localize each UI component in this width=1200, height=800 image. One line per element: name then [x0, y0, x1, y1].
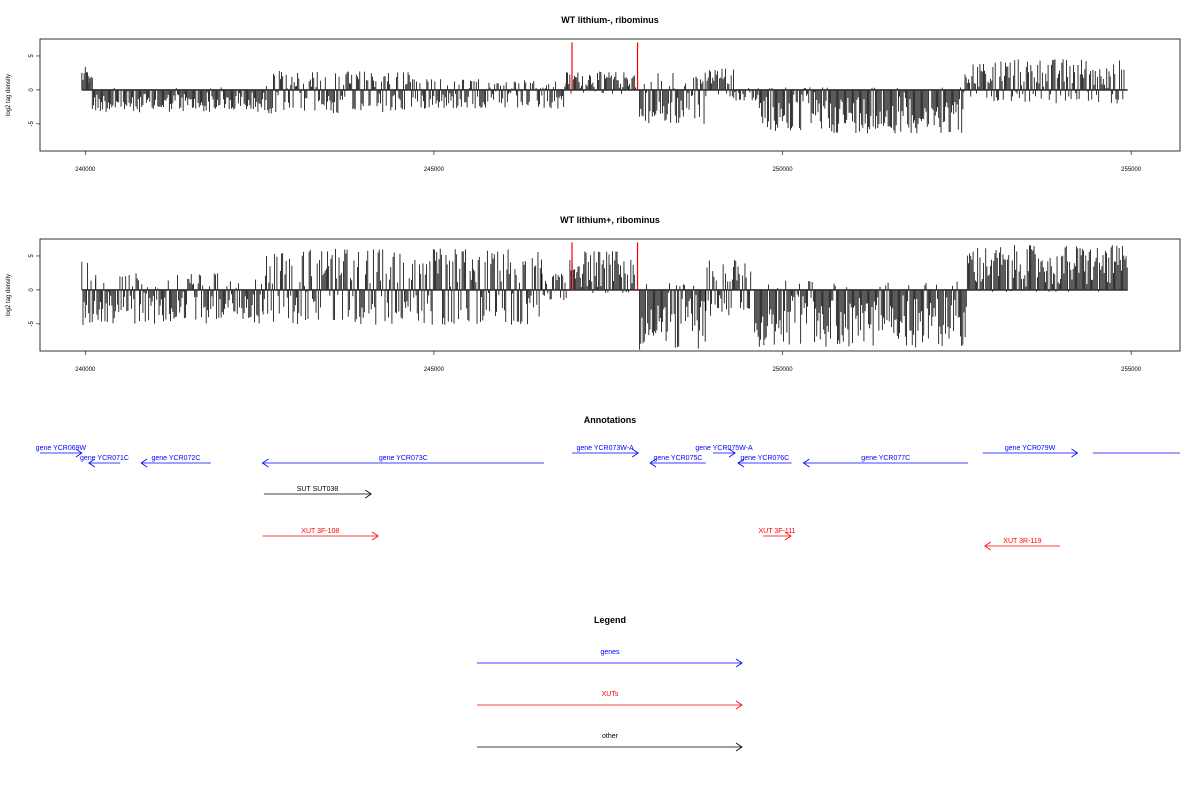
feature-label: SUT SUT038 — [297, 486, 339, 493]
y-axis-label: log2 tag density — [6, 74, 12, 116]
red-markers — [571, 242, 639, 290]
plot-frame — [39, 38, 1181, 152]
arrowhead — [735, 742, 743, 752]
arrowhead — [735, 700, 743, 710]
x-axis: 240000 245000 250000 255000 — [75, 151, 1142, 173]
x-tick-label: 240000 — [75, 167, 96, 173]
y-tick-label: -5 — [29, 321, 35, 327]
annotation-feature: gene YCR069W — [36, 445, 87, 458]
arrowhead — [802, 458, 810, 468]
arrowhead — [784, 531, 792, 541]
y-tick-label: 0 — [29, 88, 35, 92]
annotation-feature: gene YCR075W-A — [695, 445, 753, 458]
legend-items: genes XUTs other — [477, 649, 743, 752]
x-tick-label: 250000 — [773, 367, 794, 373]
arrowhead — [735, 658, 743, 668]
legend: Legend genes XUTs other — [477, 615, 743, 752]
feature-label: gene YCR076C — [740, 455, 789, 462]
arrowhead — [88, 458, 96, 468]
legend-title: Legend — [594, 615, 626, 625]
arrowhead — [364, 489, 372, 499]
y-tick-label: -5 — [29, 121, 35, 127]
plot-frame — [39, 238, 1181, 352]
annotation-feature: XUT 3F-108 — [262, 528, 379, 541]
annotation-feature: XUT 3F-111 — [759, 528, 796, 541]
arrowhead — [649, 458, 657, 468]
annotation-feature: gene YCR075C — [649, 455, 706, 468]
y-tick-label: 5 — [29, 254, 35, 258]
y-axis-label: log2 tag density — [6, 274, 12, 316]
y-tick-label: 0 — [29, 288, 35, 292]
feature-label: XUT 3F-108 — [301, 528, 339, 535]
annotation-feature: gene YCR076C — [737, 455, 792, 468]
feature-label: gene YCR077C — [861, 455, 910, 462]
arrowhead — [632, 448, 639, 458]
feature-label: gene YCR075C — [654, 455, 703, 462]
annotation-feature: SUT SUT038 — [263, 486, 372, 499]
x-tick-label: 250000 — [773, 167, 794, 173]
feature-label: XUT 3F-111 — [759, 528, 796, 535]
annotation-feature: gene YCR079W — [982, 445, 1079, 458]
legend-item: genes — [477, 649, 743, 668]
feature-label: gene YCR073W-A — [576, 445, 634, 452]
arrowhead — [728, 448, 736, 458]
annotation-feature: gene YCR077C — [802, 455, 969, 468]
arrowhead — [737, 458, 745, 468]
y-axis: -5 0 5 — [29, 254, 40, 327]
x-tick-label: 255000 — [1121, 167, 1142, 173]
arrowhead — [261, 458, 269, 468]
x-tick-label: 245000 — [424, 367, 445, 373]
annotation-features: gene YCR069W gene YCR071C gene YCR072C gene… — [36, 445, 1180, 551]
feature-label: gene YCR072C — [152, 455, 201, 462]
coverage-bars — [81, 245, 1128, 350]
legend-label: genes — [600, 649, 620, 656]
annotation-feature: gene YCR071C — [80, 455, 129, 468]
feature-label: XUT 3R-119 — [1003, 538, 1041, 545]
red-markers — [571, 42, 639, 90]
x-axis: 240000 245000 250000 255000 — [75, 351, 1142, 373]
arrowhead — [984, 541, 991, 551]
feature-label: gene YCR071C — [80, 455, 129, 462]
annotation-feature: gene YCR073C — [261, 455, 545, 468]
arrowhead — [75, 448, 83, 458]
feature-label: gene YCR079W — [1005, 445, 1056, 452]
legend-label: XUTs — [602, 691, 619, 698]
legend-item: other — [477, 733, 743, 752]
x-tick-label: 255000 — [1121, 367, 1142, 373]
arrowhead — [371, 531, 379, 541]
track-panel-lithium-minus: WT lithium-, ribominus log2 tag density … — [6, 15, 1181, 173]
arrowhead — [140, 458, 148, 468]
legend-item: XUTs — [477, 691, 743, 710]
arrowhead — [1071, 448, 1079, 458]
legend-label: other — [602, 733, 619, 740]
panel-title: WT lithium-, ribominus — [561, 15, 659, 25]
y-axis: -5 0 5 — [29, 54, 40, 127]
track-panel-lithium-plus: WT lithium+, ribominus log2 tag density … — [6, 215, 1181, 373]
annotation-feature: XUT 3R-119 — [984, 538, 1061, 551]
feature-label: gene YCR069W — [36, 445, 87, 452]
feature-label: gene YCR073C — [379, 455, 428, 462]
panel-title: WT lithium+, ribominus — [560, 215, 660, 225]
feature-label: gene YCR075W-A — [695, 445, 753, 452]
annotation-feature: gene YCR072C — [140, 455, 211, 468]
y-tick-label: 5 — [29, 54, 35, 58]
annotations-title: Annotations — [584, 415, 637, 425]
annotation-feature: gene YCR073W-A — [572, 445, 639, 458]
coverage-bars — [81, 59, 1125, 134]
x-tick-label: 245000 — [424, 167, 445, 173]
x-tick-label: 240000 — [75, 367, 96, 373]
